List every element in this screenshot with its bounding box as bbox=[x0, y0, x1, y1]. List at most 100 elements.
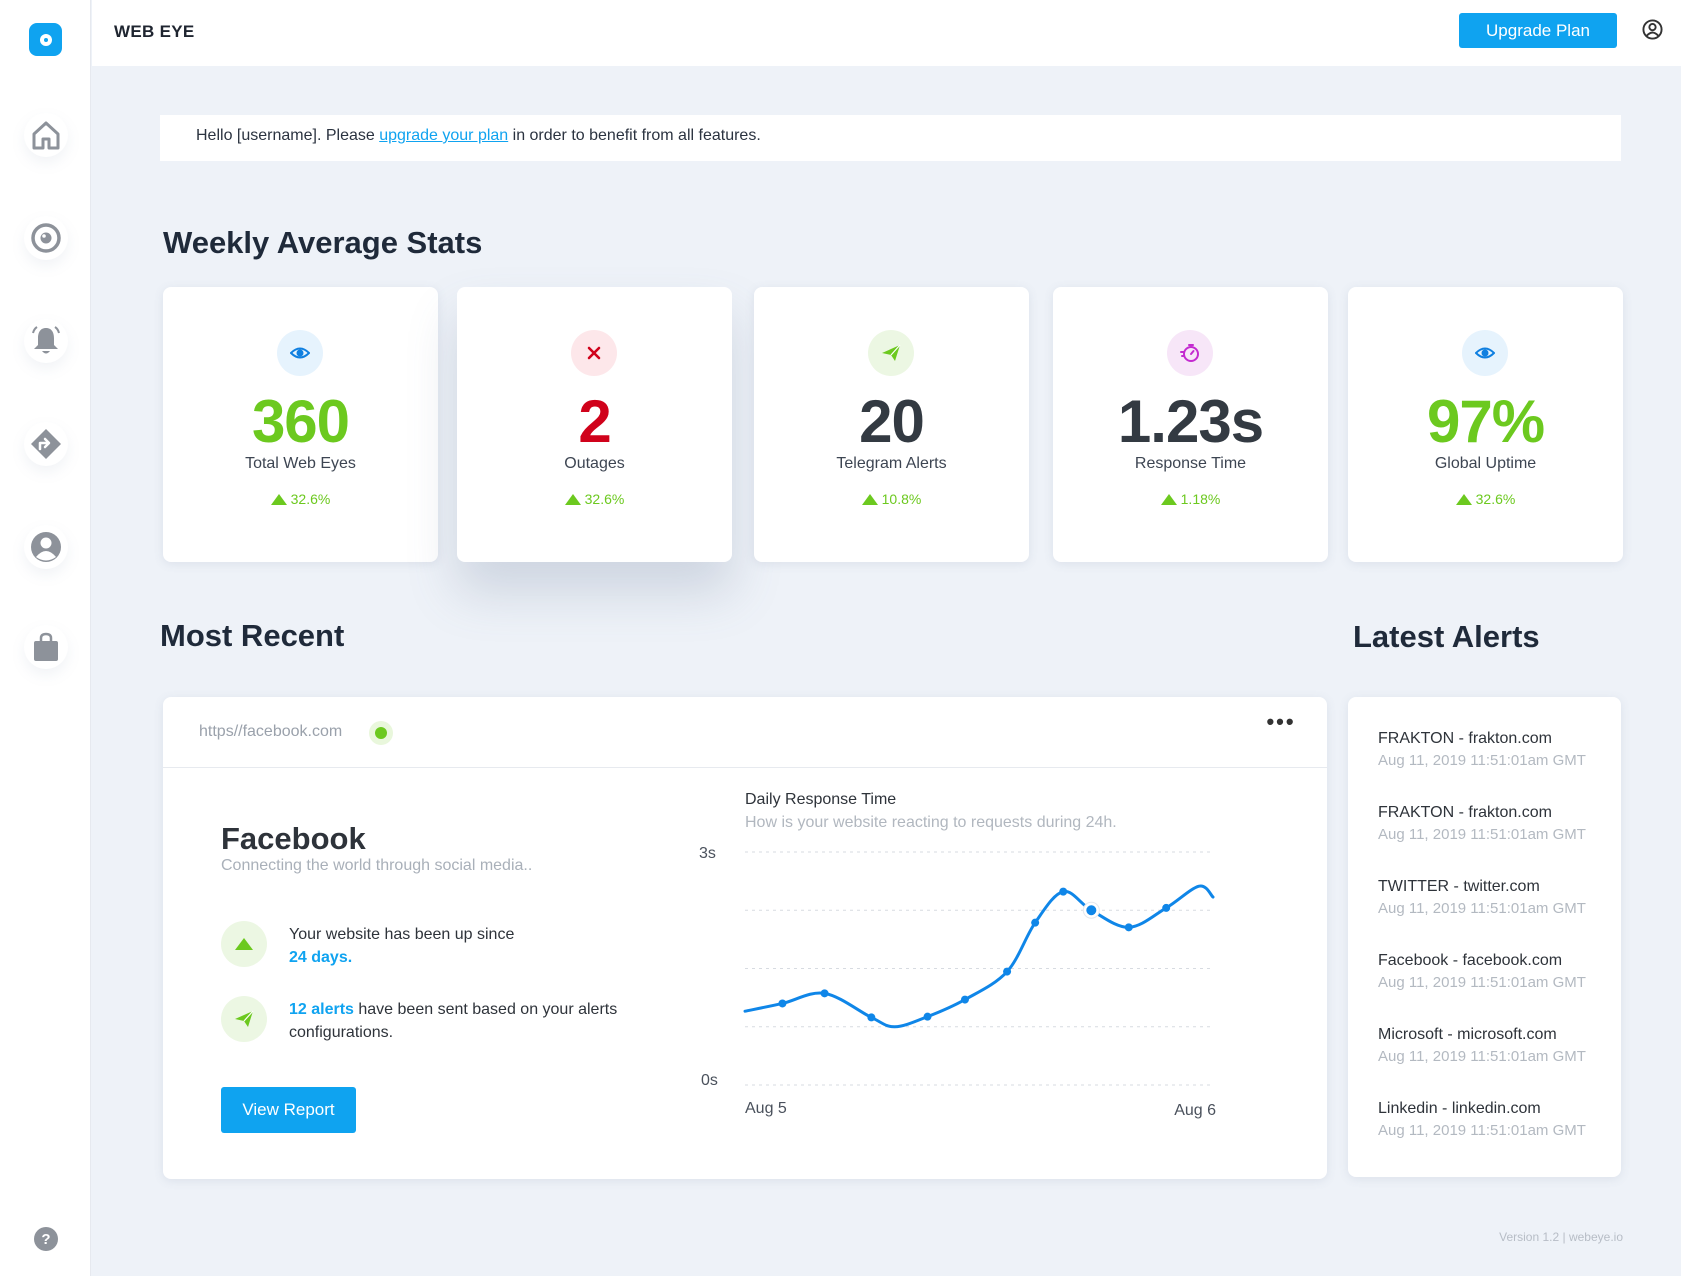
eye-icon bbox=[31, 223, 61, 253]
stat-card[interactable]: 20 Telegram Alerts 10.8% bbox=[754, 287, 1029, 562]
view-report-button[interactable]: View Report bbox=[221, 1087, 356, 1133]
brand-name: WEB EYE bbox=[114, 22, 195, 41]
stat-card[interactable]: 1.23s Response Time 1.18% bbox=[1053, 287, 1328, 562]
data-point bbox=[820, 989, 829, 998]
alert-item[interactable]: FRAKTON - frakton.com Aug 11, 2019 11:51:… bbox=[1378, 802, 1618, 846]
data-point bbox=[923, 1012, 932, 1021]
alert-item[interactable]: Microsoft - microsoft.com Aug 11, 2019 11… bbox=[1378, 1024, 1618, 1068]
alert-item[interactable]: FRAKTON - frakton.com Aug 11, 2019 11:51:… bbox=[1378, 728, 1618, 772]
x-tick-label: Aug 6 bbox=[1174, 1102, 1216, 1119]
stat-label: Telegram Alerts bbox=[836, 455, 947, 472]
send-icon bbox=[235, 1010, 254, 1027]
highlight-point-inner bbox=[1086, 905, 1097, 916]
alerts-sent-icon bbox=[221, 996, 267, 1042]
top-bar: WEB EYE Upgrade Plan bbox=[92, 0, 1681, 66]
stat-change: 10.8% bbox=[754, 491, 1029, 507]
site-description: Connecting the world through social medi… bbox=[221, 857, 533, 874]
stat-change-value: 32.6% bbox=[1475, 491, 1516, 507]
data-point bbox=[1031, 918, 1040, 927]
latest-alerts-card: FRAKTON - frakton.com Aug 11, 2019 11:51:… bbox=[1348, 697, 1621, 1177]
upgrade-plan-link[interactable]: upgrade your plan bbox=[379, 127, 509, 144]
logo-eye-icon bbox=[39, 33, 52, 46]
alert-time: Aug 11, 2019 11:51:01am GMT bbox=[1378, 900, 1586, 917]
stat-change-value: 32.6% bbox=[290, 491, 331, 507]
weekly-stats-title: Weekly Average Stats bbox=[163, 225, 483, 260]
close-icon bbox=[571, 330, 617, 376]
alert-name: FRAKTON - frakton.com bbox=[1378, 730, 1552, 747]
data-point bbox=[1003, 967, 1012, 976]
alerts-text: 12 alerts have been sent based on your a… bbox=[289, 998, 619, 1044]
sidebar: ? bbox=[0, 0, 91, 1276]
data-point bbox=[778, 999, 787, 1008]
more-options-button[interactable]: ••• bbox=[1266, 709, 1296, 734]
stat-change: 32.6% bbox=[163, 491, 438, 507]
sidebar-item-alerts[interactable] bbox=[24, 319, 68, 363]
notice-text-end: in order to benefit from all features. bbox=[508, 127, 761, 144]
stat-value: 360 bbox=[251, 388, 350, 455]
bell-icon bbox=[32, 326, 60, 354]
alert-time: Aug 11, 2019 11:51:01am GMT bbox=[1378, 1122, 1586, 1139]
trend-up-icon bbox=[1455, 494, 1472, 505]
trend-up-icon bbox=[270, 494, 287, 505]
uptime-icon bbox=[221, 921, 267, 967]
eye-icon bbox=[277, 330, 323, 376]
y-tick-label: 0s bbox=[701, 1072, 718, 1089]
stopwatch-icon bbox=[1167, 330, 1213, 376]
sidebar-item-shop[interactable] bbox=[24, 625, 68, 669]
sidebar-item-home[interactable] bbox=[24, 113, 68, 157]
sidebar-item-profile[interactable] bbox=[24, 525, 68, 569]
logo[interactable] bbox=[29, 23, 62, 56]
stat-card[interactable]: 97% Global Uptime 32.6% bbox=[1348, 287, 1623, 562]
alerts-label: have been sent based on your alerts conf… bbox=[289, 1001, 618, 1041]
card-header: https//facebook.com ••• bbox=[163, 697, 1327, 768]
help-icon[interactable]: ? bbox=[34, 1227, 58, 1251]
sidebar-item-monitors[interactable] bbox=[24, 216, 68, 260]
status-indicator bbox=[369, 721, 393, 745]
y-tick-label: 3s bbox=[699, 845, 716, 862]
eye-icon bbox=[1462, 330, 1508, 376]
alert-time: Aug 11, 2019 11:51:01am GMT bbox=[1378, 826, 1586, 843]
trend-up-icon bbox=[564, 494, 581, 505]
site-name: Facebook bbox=[221, 821, 366, 856]
alert-time: Aug 11, 2019 11:51:01am GMT bbox=[1378, 1048, 1586, 1065]
uptime-text: Your website has been up since 24 days. bbox=[289, 923, 619, 969]
chart-subtitle: How is your website reacting to requests… bbox=[745, 814, 1117, 831]
upgrade-plan-button[interactable]: Upgrade Plan bbox=[1459, 13, 1617, 48]
account-icon[interactable] bbox=[1642, 19, 1663, 40]
stat-label: Total Web Eyes bbox=[245, 455, 356, 472]
stat-change: 1.18% bbox=[1053, 491, 1328, 507]
latest-alerts-title: Latest Alerts bbox=[1353, 619, 1540, 654]
version-footer: Version 1.2 | webeye.io bbox=[1499, 1230, 1623, 1244]
stat-change: 32.6% bbox=[1348, 491, 1623, 507]
site-url[interactable]: https//facebook.com bbox=[199, 723, 343, 740]
alert-item[interactable]: TWITTER - twitter.com Aug 11, 2019 11:51:… bbox=[1378, 876, 1618, 920]
stat-value: 97% bbox=[1426, 388, 1545, 455]
x-tick-label: Aug 5 bbox=[745, 1100, 787, 1117]
stat-label: Response Time bbox=[1134, 455, 1247, 472]
response-time-chart: 3s 0s Aug 5 Aug 6 bbox=[699, 845, 1216, 1119]
alert-name: Microsoft - microsoft.com bbox=[1378, 1026, 1557, 1043]
most-recent-card: https//facebook.com ••• Facebook Connect… bbox=[163, 697, 1327, 1179]
user-icon bbox=[31, 532, 61, 562]
stat-label: Outages bbox=[564, 455, 625, 472]
alert-item[interactable]: Facebook - facebook.com Aug 11, 2019 11:5… bbox=[1378, 950, 1618, 994]
series-line bbox=[743, 884, 1215, 1029]
data-point bbox=[1124, 923, 1133, 932]
stat-card[interactable]: 360 Total Web Eyes 32.6% bbox=[163, 287, 438, 562]
stat-card[interactable]: 2 Outages 32.6% bbox=[457, 287, 732, 562]
alert-name: FRAKTON - frakton.com bbox=[1378, 804, 1552, 821]
stat-change-value: 1.18% bbox=[1180, 491, 1221, 507]
alert-name: Facebook - facebook.com bbox=[1378, 952, 1563, 969]
alerts-count: 12 alerts bbox=[289, 1001, 354, 1018]
notice-text: Hello [username]. Please bbox=[196, 127, 380, 144]
stat-label: Global Uptime bbox=[1434, 455, 1537, 472]
sidebar-item-routes[interactable] bbox=[24, 422, 68, 466]
stat-change-value: 32.6% bbox=[584, 491, 625, 507]
data-point bbox=[1162, 903, 1171, 912]
trend-up-icon bbox=[1160, 494, 1177, 505]
stat-value: 20 bbox=[859, 388, 925, 455]
data-point bbox=[867, 1013, 876, 1022]
stat-change-value: 10.8% bbox=[881, 491, 922, 507]
arrow-up-icon bbox=[235, 938, 253, 950]
alert-item[interactable]: Linkedin - linkedin.com Aug 11, 2019 11:5… bbox=[1378, 1098, 1618, 1142]
